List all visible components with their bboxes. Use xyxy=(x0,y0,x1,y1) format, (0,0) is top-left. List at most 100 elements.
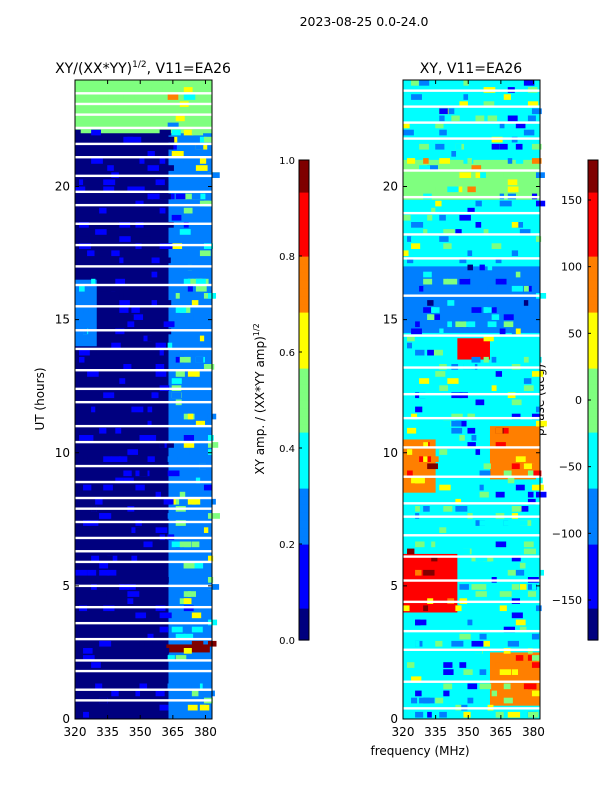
heatmap-cell xyxy=(447,378,459,384)
colorbar-segment xyxy=(299,584,309,593)
colorbar-segment xyxy=(299,496,309,505)
heatmap-cell xyxy=(491,385,497,391)
heatmap-cell xyxy=(411,243,421,249)
flag-gap-33 xyxy=(75,126,212,130)
heatmap-cell xyxy=(183,562,195,569)
flag-gap-16 xyxy=(403,294,540,297)
heatmap-cell xyxy=(511,413,521,420)
heatmap-cell xyxy=(435,186,444,193)
colorbar-segment xyxy=(588,272,598,281)
heatmap-cell xyxy=(187,704,198,711)
heatmap-cell xyxy=(527,498,536,505)
colorbar-segment xyxy=(299,320,309,329)
heatmap-cell xyxy=(475,115,485,122)
heatmap-cell xyxy=(519,229,531,235)
heatmap-cell xyxy=(459,619,466,626)
flag-gap-9 xyxy=(75,550,212,553)
heatmap-cell xyxy=(523,378,532,384)
heatmap-cell xyxy=(147,151,155,157)
x-tick-label: 320 xyxy=(64,725,87,739)
heatmap-cell xyxy=(463,520,469,526)
heatmap-cell xyxy=(411,413,418,420)
heatmap-cell xyxy=(139,236,151,242)
colorbar-segment xyxy=(299,376,309,385)
heatmap-cell xyxy=(439,158,451,164)
heatmap-cell xyxy=(435,640,443,647)
heatmap-cell xyxy=(135,200,144,207)
heatmap-cell xyxy=(435,697,444,704)
heatmap-cell xyxy=(467,619,473,626)
colorbar-tick-label: 50 xyxy=(568,327,582,340)
heatmap-cell xyxy=(207,513,220,519)
heatmap-cell xyxy=(403,676,413,683)
heatmap-cell xyxy=(87,442,92,448)
heatmap-cell xyxy=(483,335,494,342)
colorbar-segment xyxy=(588,488,598,497)
heatmap-cell xyxy=(79,435,89,441)
colorbar-segment xyxy=(299,464,309,473)
heatmap-cell xyxy=(499,143,508,150)
heatmap-cell xyxy=(159,193,171,200)
flag-gap-28 xyxy=(75,203,212,207)
heatmap-cell xyxy=(171,314,178,320)
heatmap-cell xyxy=(403,342,410,349)
heatmap-cell xyxy=(507,179,518,186)
heatmap-cell xyxy=(175,371,185,377)
heatmap-cell xyxy=(463,321,476,328)
heatmap-cell xyxy=(531,442,539,448)
heatmap-cell xyxy=(407,662,415,668)
heatmap-cell xyxy=(511,399,522,406)
heatmap-cell xyxy=(515,456,526,462)
flag-gap-16 xyxy=(75,440,212,444)
colorbar-segment xyxy=(299,224,309,233)
heatmap-cell xyxy=(155,527,168,533)
y-tick-label: 0 xyxy=(62,712,70,726)
heatmap-cell xyxy=(151,193,163,200)
heatmap-cell xyxy=(103,392,115,399)
heatmap-cell xyxy=(171,214,182,221)
heatmap-cell xyxy=(443,506,453,512)
colorbar-segment xyxy=(299,448,309,457)
heatmap-cell xyxy=(183,278,191,285)
flag-gap-22 xyxy=(75,329,212,332)
heatmap-cell xyxy=(443,101,456,107)
heatmap-cell xyxy=(75,633,80,640)
heatmap-cell xyxy=(507,491,516,498)
heatmap-cell xyxy=(159,158,166,164)
heatmap-cell xyxy=(515,122,526,129)
heatmap-cell xyxy=(447,456,459,462)
heatmap-cell xyxy=(183,598,192,604)
heatmap-cell xyxy=(439,420,451,427)
colorbar-segment xyxy=(588,584,598,593)
heatmap-cell xyxy=(107,569,117,576)
heatmap-cell xyxy=(191,683,200,690)
heatmap-cell xyxy=(467,207,475,214)
heatmap-cell xyxy=(515,328,521,335)
heatmap-cell xyxy=(515,655,524,661)
flag-gap-26 xyxy=(75,243,212,247)
heatmap-cell xyxy=(131,655,143,661)
heatmap-cell xyxy=(531,470,542,477)
heatmap-cell xyxy=(127,591,140,597)
heatmap-cell xyxy=(123,470,132,477)
heatmap-cell xyxy=(99,577,107,583)
colorbar-segment xyxy=(299,248,309,257)
heatmap-cell xyxy=(75,335,82,342)
colorbar-segment xyxy=(588,288,598,297)
colorbar-segment xyxy=(299,232,309,241)
heatmap-cell xyxy=(459,662,467,668)
colorbar-segment xyxy=(299,256,309,265)
heatmap-cell xyxy=(471,435,477,441)
heatmap-cell xyxy=(175,293,180,299)
heatmap-cell xyxy=(99,427,107,434)
heatmap-cell xyxy=(519,506,529,512)
heatmap-cell xyxy=(443,605,454,612)
heatmap-cell xyxy=(439,484,451,491)
heatmap-cell xyxy=(147,406,153,413)
heatmap-cell xyxy=(143,640,153,647)
colorbar-segment xyxy=(588,392,598,401)
heatmap-cell xyxy=(479,94,492,100)
x-tick-label: 335 xyxy=(96,725,119,739)
heatmap-cell xyxy=(199,704,206,711)
heatmap-cell xyxy=(91,158,103,164)
